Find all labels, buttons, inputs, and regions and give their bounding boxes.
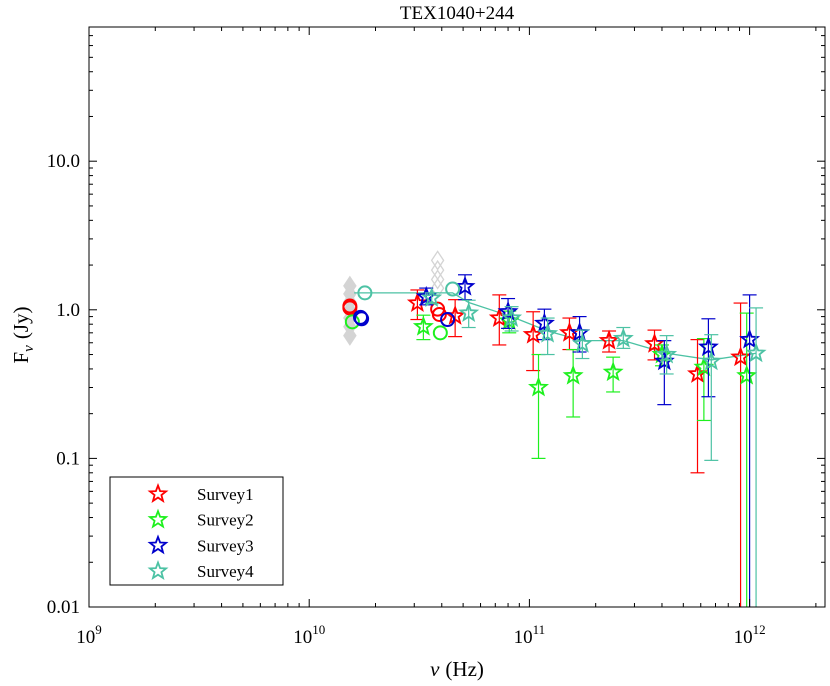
survey3-circle-point [354, 311, 370, 327]
survey2-star-point [412, 315, 434, 336]
survey4-star-point [421, 286, 443, 307]
y-tick-label: 0.01 [47, 597, 80, 618]
x-tick-label-base: 10 [514, 627, 533, 648]
survey4-star-point [458, 302, 480, 323]
x-tick-label-base: 10 [734, 627, 753, 648]
survey4-star-point [612, 327, 634, 348]
survey2-star-point [602, 361, 624, 382]
legend-star-marker [147, 508, 169, 529]
y-axis-label-subscript: ν [21, 345, 37, 352]
plot-frame [88, 26, 826, 608]
x-tick-label-base: 10 [76, 627, 95, 648]
survey2-circle-point [432, 325, 448, 341]
survey4-star-point [501, 307, 523, 327]
survey4-star-point [700, 350, 722, 371]
legend-label: Survey4 [197, 562, 254, 581]
legend-label: Survey3 [197, 536, 254, 555]
legend-entry-survey1: Survey1 [147, 482, 254, 504]
survey4-series [357, 281, 767, 607]
y-tick-label: 10.0 [47, 151, 80, 172]
survey3-star-point [415, 285, 437, 306]
reference-diamond-open [430, 269, 445, 290]
x-axis-label-symbol: ν [430, 657, 440, 681]
survey1-circle-point [342, 300, 358, 316]
survey3-circle-point [440, 312, 456, 328]
survey1-star-point [406, 292, 428, 312]
x-tick-label-exponent: 11 [533, 622, 546, 637]
survey2-star-point [693, 356, 715, 377]
y-tick-label: 1.0 [56, 300, 80, 321]
plot-marks [342, 250, 767, 607]
x-tick-label: 1010 [293, 622, 325, 648]
x-axis-label: ν (Hz) [430, 657, 484, 681]
legend-label: Survey1 [197, 485, 254, 504]
legend-entry-survey2: Survey2 [147, 508, 254, 530]
survey1-star-point [598, 329, 620, 350]
legend-entry-survey3: Survey3 [147, 534, 254, 555]
x-tick-label-exponent: 10 [312, 622, 325, 637]
legend: Survey1 Survey2 Survey3 Survey4 [109, 476, 284, 586]
survey4-circle-point [357, 285, 373, 301]
x-tick-label-base: 10 [293, 627, 312, 648]
legend-star-marker [147, 560, 169, 581]
survey2-star-point [736, 364, 758, 385]
chart-title: TEX1040+244 [400, 3, 515, 24]
axis-ticks [88, 26, 825, 608]
survey1-circle-point [431, 306, 447, 322]
survey4-star-point [656, 343, 678, 364]
survey2-circle-point [344, 314, 360, 330]
legend-star-marker [147, 534, 169, 555]
survey4-circle-point [445, 281, 461, 297]
legend-label: Survey2 [197, 511, 254, 530]
legend-star-marker [147, 482, 169, 503]
x-tick-label-exponent: 12 [753, 622, 766, 637]
y-axis-label: Fν (Jy) [9, 306, 37, 363]
survey3-star-point [533, 312, 555, 333]
x-tick-label: 1011 [514, 622, 546, 648]
survey2-star-point [562, 364, 584, 385]
survey4-star-point [571, 332, 593, 353]
x-axis-label-unit: (Hz) [445, 657, 483, 681]
legend-entry-survey4: Survey4 [147, 560, 254, 581]
legend-box [109, 476, 284, 586]
survey2-star-point [528, 376, 550, 397]
y-axis-label-unit: (Jy) [9, 306, 33, 339]
survey3-star-point [454, 275, 476, 296]
x-tick-label: 1012 [734, 622, 766, 648]
survey4-star-point [745, 342, 767, 363]
y-axis-label-symbol: F [9, 352, 33, 364]
survey3-star-point [697, 336, 719, 357]
reference-diamond-filled [343, 325, 357, 346]
x-tick-label: 109 [76, 622, 102, 648]
survey4-star-point [537, 322, 559, 343]
y-tick-label: 0.1 [56, 448, 80, 469]
x-tick-label-exponent: 9 [95, 622, 102, 637]
